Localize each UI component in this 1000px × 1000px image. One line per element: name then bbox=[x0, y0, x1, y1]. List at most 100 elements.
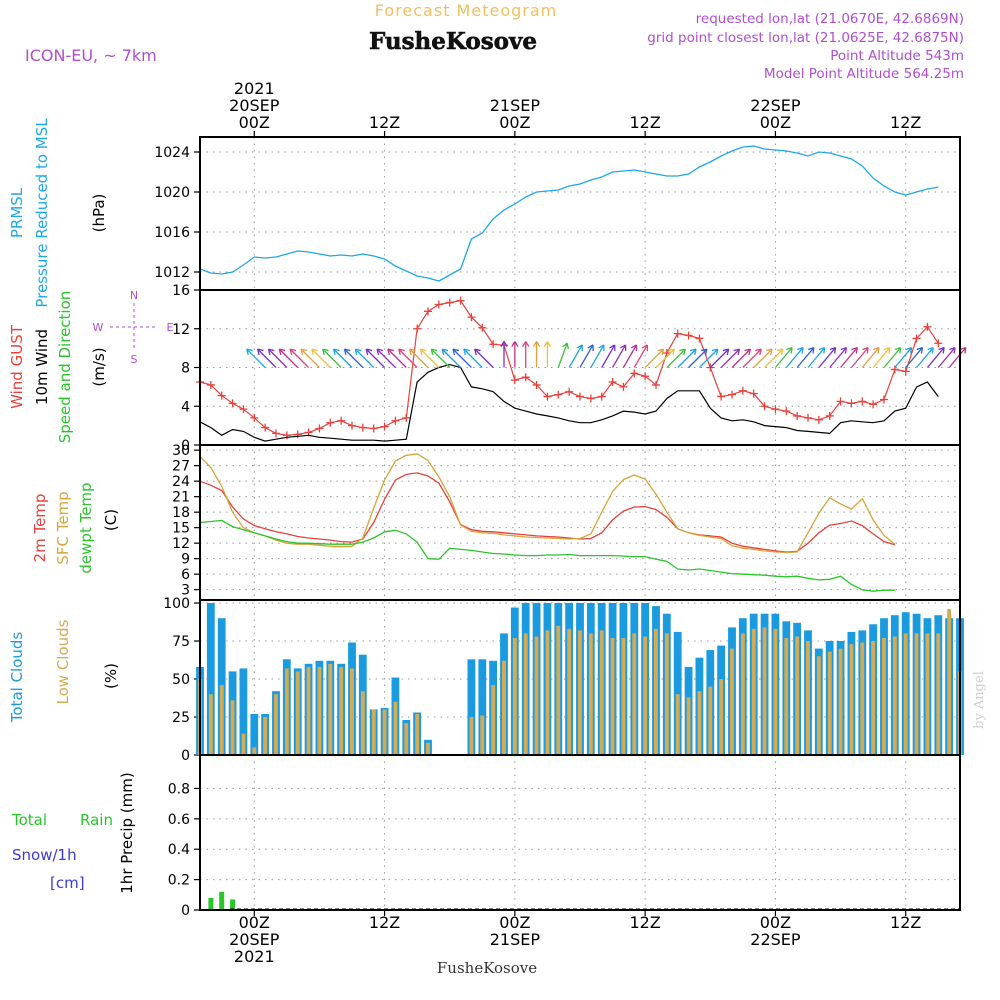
gust-marker bbox=[597, 392, 606, 401]
frame-pressure bbox=[199, 136, 961, 291]
wind-arrowhead bbox=[905, 346, 913, 354]
wind-direction-arrow bbox=[709, 348, 730, 368]
wind-arrowhead bbox=[587, 344, 594, 351]
gust-marker bbox=[804, 413, 812, 422]
low-cloud-bar bbox=[578, 630, 582, 755]
gust-marker bbox=[738, 386, 747, 395]
gust-marker bbox=[565, 387, 574, 396]
wind-direction-arrow bbox=[633, 344, 648, 368]
top-time-label: 12Z bbox=[369, 113, 400, 132]
wind-arrowhead bbox=[641, 344, 649, 351]
wind-arrowhead bbox=[668, 348, 676, 356]
frame-precip bbox=[199, 754, 961, 911]
compass-cross bbox=[110, 303, 158, 351]
low-cloud-bar bbox=[860, 642, 865, 755]
low-cloud-bar bbox=[827, 651, 832, 755]
gust-marker bbox=[239, 405, 248, 414]
wind-arrowhead bbox=[829, 346, 837, 354]
wind-direction-arrow bbox=[926, 347, 945, 368]
wind-direction-arrow bbox=[774, 347, 793, 368]
wind-ytick-label: 8 bbox=[181, 361, 190, 377]
low-cloud-bar bbox=[838, 648, 843, 755]
precip-ytick-label: 0 bbox=[181, 903, 190, 919]
pressure-unit: (hPa) bbox=[90, 194, 108, 233]
wind-arrowhead bbox=[511, 341, 519, 347]
low-cloud-bar bbox=[675, 694, 680, 755]
bottom-time-label: 12Z bbox=[369, 913, 400, 932]
low-cloud-bar bbox=[773, 628, 778, 755]
pressure-ytick-label: 1016 bbox=[154, 225, 190, 241]
wind-direction-arrow bbox=[796, 347, 815, 368]
low-cloud-bar bbox=[795, 636, 800, 755]
gust-marker bbox=[369, 424, 378, 433]
wind-direction-arrow bbox=[883, 347, 902, 368]
grid-point: grid point closest lon,lat (21.0625E, 42… bbox=[647, 30, 964, 46]
temp-ytick-label: 6 bbox=[181, 567, 190, 583]
clouds-ytick-label: 100 bbox=[163, 596, 190, 612]
dewpt-line bbox=[199, 519, 895, 592]
watermark: by Angel bbox=[972, 671, 987, 729]
wind-direction-arrow bbox=[257, 348, 277, 368]
wind-direction-arrow bbox=[861, 347, 880, 368]
low-cloud-bar bbox=[393, 701, 398, 755]
gust-marker bbox=[315, 424, 324, 433]
gust-marker bbox=[782, 407, 791, 416]
gust-marker bbox=[456, 296, 465, 305]
low-clouds-label: Low Clouds bbox=[54, 619, 72, 704]
gust-marker bbox=[337, 416, 346, 425]
wind-direction-arrow bbox=[344, 348, 364, 368]
gust-marker bbox=[608, 378, 617, 387]
low-cloud-bar bbox=[632, 633, 637, 755]
wind-arrowhead bbox=[598, 344, 605, 351]
gust-marker bbox=[641, 372, 650, 381]
low-cloud-bar bbox=[295, 671, 300, 755]
gust-marker bbox=[467, 313, 476, 322]
precip-ytick-label: 0.6 bbox=[168, 812, 190, 828]
wind-direction-arrow bbox=[463, 348, 483, 368]
low-cloud-bar bbox=[664, 633, 669, 755]
wind-arrowhead bbox=[840, 346, 848, 354]
temp2m-label: 2m Temp bbox=[31, 494, 49, 563]
wind-arrowhead bbox=[949, 346, 956, 354]
wind-arrowhead bbox=[322, 348, 329, 356]
wind-direction-arrow bbox=[354, 348, 375, 368]
gust-marker bbox=[543, 392, 552, 401]
wind-direction-arrow bbox=[409, 348, 429, 368]
wind-direction-arrow bbox=[387, 348, 407, 368]
gust-marker bbox=[771, 405, 780, 414]
pressure-ytick-label: 1012 bbox=[154, 265, 190, 281]
header: Forecast Meteogram FusheKosove ICON-EU, … bbox=[25, 1, 987, 977]
wind-ytick-label: 16 bbox=[172, 283, 190, 299]
low-cloud-bar bbox=[599, 630, 604, 755]
wind-arrowhead bbox=[354, 348, 362, 356]
gust-marker bbox=[684, 331, 693, 340]
gust-marker bbox=[847, 399, 856, 408]
gust-marker bbox=[662, 348, 671, 357]
wind-arrowhead bbox=[562, 342, 569, 350]
low-cloud-bar bbox=[534, 636, 539, 755]
sfctemp-label: SFC Temp bbox=[54, 491, 72, 564]
top-time-label: 00Z bbox=[239, 113, 270, 132]
low-cloud-bar bbox=[882, 638, 886, 755]
total-rain-label: Total bbox=[11, 811, 47, 829]
wind-direction-arrow bbox=[666, 348, 686, 368]
snow-label: Snow/1h bbox=[12, 846, 77, 864]
wind-direction-arrow bbox=[764, 348, 784, 368]
low-cloud-bar bbox=[480, 715, 485, 755]
gust-marker bbox=[858, 397, 867, 406]
wind-direction-arrow bbox=[677, 348, 697, 368]
wind-direction-arrow bbox=[246, 348, 266, 368]
wind-arrowhead bbox=[463, 348, 470, 356]
low-cloud-bar bbox=[708, 686, 713, 755]
pressure-ytick-label: 1020 bbox=[154, 185, 190, 201]
wind-direction-arrow bbox=[894, 347, 913, 368]
wind-direction-arrow bbox=[655, 348, 675, 368]
top-time-label: 00Z bbox=[760, 113, 791, 132]
gust-marker bbox=[532, 380, 541, 389]
precip-ytick-label: 0.8 bbox=[168, 781, 190, 797]
wind-direction-arrow bbox=[420, 348, 440, 368]
wind-arrowhead bbox=[927, 346, 934, 354]
gust-marker bbox=[282, 431, 291, 440]
